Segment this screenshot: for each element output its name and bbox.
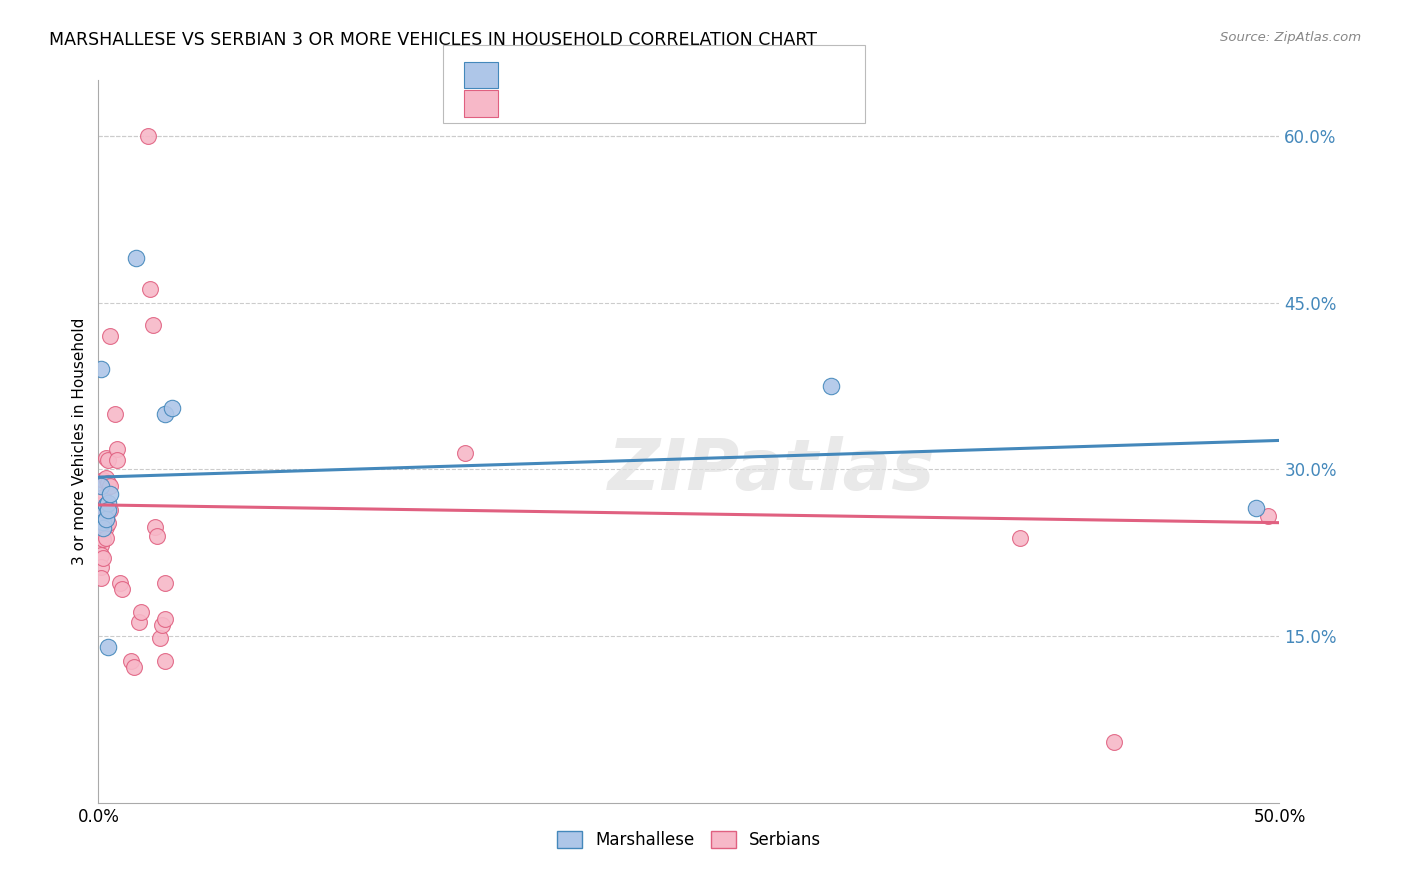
Point [97,503,120,517]
Point [97,503,120,517]
Text: ZIPatlas: ZIPatlas [607,436,935,505]
Point [97,475,120,490]
Point [153,653,176,667]
Point [94,498,117,512]
Point [97,516,120,530]
Point [121,653,143,667]
Point [97,640,120,655]
Point [105,442,128,457]
Point [122,660,145,674]
Point [91,533,114,547]
Point [91,474,114,488]
Point [129,605,152,619]
Point [91,521,114,535]
Point [98,329,121,343]
Point [94,508,117,523]
Point [90,362,112,376]
Point [91,515,114,529]
Point [820,379,842,393]
Point [153,407,176,421]
Point [108,575,131,590]
Text: R = -0.037   N = 48: R = -0.037 N = 48 [540,97,717,115]
Point [90,521,112,535]
Point [94,512,117,526]
Point [128,615,150,629]
Y-axis label: 3 or more Vehicles in Household: 3 or more Vehicles in Household [72,318,87,566]
Point [94,520,117,534]
Point [139,282,162,296]
Point [105,453,128,467]
Point [453,445,475,459]
Point [142,318,165,332]
Point [90,479,112,493]
Point [91,503,114,517]
Point [98,503,121,517]
Point [91,551,114,566]
Point [104,407,127,421]
Point [94,471,117,485]
Point [143,520,166,534]
Point [98,487,121,501]
Point [90,512,112,526]
Point [1244,501,1267,516]
Point [136,128,159,143]
Text: Source: ZipAtlas.com: Source: ZipAtlas.com [1220,31,1361,45]
Point [91,524,114,538]
Point [125,251,148,265]
Point [97,453,120,467]
Point [90,571,112,585]
Point [111,582,134,597]
Point [91,490,114,504]
Point [1102,734,1125,748]
Point [149,632,172,646]
Point [153,612,176,626]
Point [90,560,112,574]
Point [98,479,121,493]
Point [91,507,114,521]
Point [150,618,173,632]
Text: R =  0.122   N = 16: R = 0.122 N = 16 [540,69,716,87]
Point [94,531,117,545]
Point [90,538,112,552]
Point [94,498,117,512]
Text: MARSHALLESE VS SERBIAN 3 OR MORE VEHICLES IN HOUSEHOLD CORRELATION CHART: MARSHALLESE VS SERBIAN 3 OR MORE VEHICLE… [49,31,817,49]
Point [90,498,112,512]
Point [146,529,169,543]
Point [160,401,183,416]
Point [90,529,112,543]
Point [91,512,114,526]
Point [97,496,120,510]
Point [153,575,176,590]
Point [90,548,112,562]
Point [1008,531,1031,545]
Point [1257,508,1279,523]
Point [94,451,117,466]
Legend: Marshallese, Serbians: Marshallese, Serbians [550,824,828,856]
